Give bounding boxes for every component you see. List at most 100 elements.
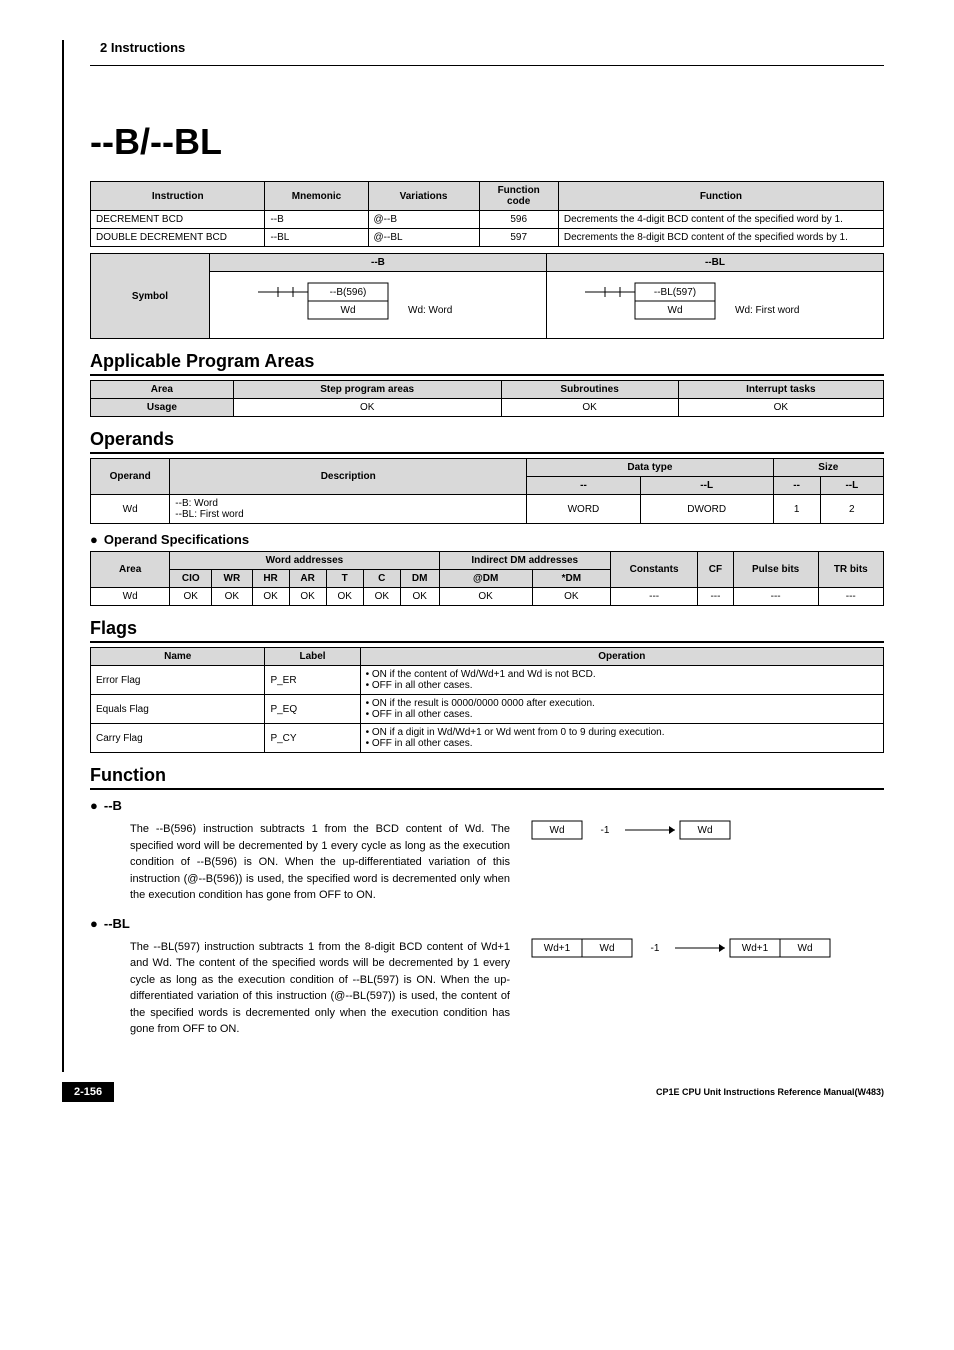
table-row: Equals Flag P_EQ ON if the result is 000… — [91, 695, 884, 724]
main-title: --B/--BL — [90, 121, 884, 163]
flags-cell: Carry Flag — [91, 724, 265, 753]
opspec-cell: OK — [400, 588, 439, 606]
svg-text:--BL(597): --BL(597) — [654, 287, 696, 298]
table-row: Usage OK OK OK — [91, 399, 884, 417]
table-row: DECREMENT BCD --B @--B 596 Decrements th… — [91, 211, 884, 229]
opspec-sub-th: CIO — [170, 570, 212, 588]
applicable-cell: OK — [501, 399, 678, 417]
operands-table: Operand Description Data type Size -- --… — [90, 458, 884, 524]
svg-text:Wd: Wd — [340, 305, 355, 316]
opspec-cell: OK — [326, 588, 363, 606]
opspec-th-pulse: Pulse bits — [733, 552, 818, 588]
operands-sub-th: --L — [820, 477, 883, 495]
operands-cell: WORD — [527, 495, 641, 524]
opspec-cell: OK — [170, 588, 212, 606]
svg-text:Wd: Wd — [798, 943, 813, 954]
applicable-th: Interrupt tasks — [678, 381, 883, 399]
svg-text:Wd: Wd — [550, 825, 565, 836]
flags-cell: P_ER — [265, 666, 360, 695]
operands-th-operand: Operand — [91, 459, 170, 495]
operands-th-datatype: Data type — [527, 459, 773, 477]
operands-cell: Wd — [91, 495, 170, 524]
symbol-bl-cell: --BL(597) Wd Wd: First word — [546, 272, 883, 339]
operands-th-description: Description — [170, 459, 527, 495]
opspec-th-cf: CF — [698, 552, 733, 588]
applicable-cell: OK — [233, 399, 501, 417]
operands-th-size: Size — [773, 459, 883, 477]
instr-cell: @--B — [368, 211, 479, 229]
table-row: DOUBLE DECREMENT BCD --BL @--BL 597 Decr… — [91, 229, 884, 247]
symbol-col-b: --B — [209, 254, 546, 272]
opspec-sub-th: @DM — [439, 570, 532, 588]
symbol-bl-svg: --BL(597) Wd Wd: First word — [575, 280, 855, 330]
flags-cell: Equals Flag — [91, 695, 265, 724]
svg-text:-1: -1 — [651, 943, 660, 954]
svg-text:Wd: Word: Wd: Word — [408, 305, 452, 316]
table-row: Carry Flag P_CY ON if a digit in Wd/Wd+1… — [91, 724, 884, 753]
opspec-cell: --- — [698, 588, 733, 606]
applicable-th-area: Area — [91, 381, 234, 399]
opspec-sub-th: DM — [400, 570, 439, 588]
table-row: Wd OK OK OK OK OK OK OK OK OK --- --- --… — [91, 588, 884, 606]
opspec-th-tr: TR bits — [818, 552, 883, 588]
instr-cell: DECREMENT BCD — [91, 211, 265, 229]
instr-cell: --B — [265, 211, 368, 229]
svg-text:Wd: Wd — [667, 305, 682, 316]
flags-cell: P_CY — [265, 724, 360, 753]
header-line — [90, 65, 884, 66]
func-bl-diagram: Wd+1 Wd -1 Wd+1 Wd — [530, 937, 890, 961]
svg-text:-1: -1 — [601, 825, 610, 836]
header-section: 2 Instructions — [100, 40, 884, 55]
instr-th-code: Function code — [479, 182, 558, 211]
function-title: Function — [90, 765, 884, 790]
flags-th-operation: Operation — [360, 648, 883, 666]
applicable-cell: OK — [678, 399, 883, 417]
opspec-th-word: Word addresses — [170, 552, 439, 570]
func-b-text: The --B(596) instruction subtracts 1 fro… — [130, 821, 510, 904]
flags-title: Flags — [90, 618, 884, 643]
opspec-cell: OK — [289, 588, 326, 606]
opspec-table: Area Word addresses Indirect DM addresse… — [90, 551, 884, 606]
flags-table: Name Label Operation Error Flag P_ER ON … — [90, 647, 884, 753]
opspec-title: Operand Specifications — [90, 532, 884, 547]
instr-cell: 597 — [479, 229, 558, 247]
left-edge-bar — [62, 40, 64, 1072]
opspec-cell: OK — [532, 588, 610, 606]
instr-th-function: Function — [558, 182, 883, 211]
instr-th-instruction: Instruction — [91, 182, 265, 211]
flags-cell-op: ON if the result is 0000/0000 0000 after… — [360, 695, 883, 724]
instr-cell: 596 — [479, 211, 558, 229]
operands-sub-th: --L — [640, 477, 773, 495]
instr-cell: @--BL — [368, 229, 479, 247]
instr-cell: --BL — [265, 229, 368, 247]
opspec-cell: Wd — [91, 588, 170, 606]
operands-cell: DWORD — [640, 495, 773, 524]
applicable-title: Applicable Program Areas — [90, 351, 884, 376]
func-b-diagram: Wd -1 Wd — [530, 819, 780, 843]
symbol-th: Symbol — [91, 254, 210, 339]
opspec-th-indirect: Indirect DM addresses — [439, 552, 610, 570]
opspec-th-constants: Constants — [610, 552, 697, 588]
operands-cell: 1 — [773, 495, 820, 524]
table-row: Wd --B: Word --BL: First word WORD DWORD… — [91, 495, 884, 524]
flags-cell: Error Flag — [91, 666, 265, 695]
symbol-table: Symbol --B --BL --B(596) Wd Wd: Word — [90, 253, 884, 339]
opspec-cell: --- — [818, 588, 883, 606]
operands-cell: 2 — [820, 495, 883, 524]
operands-sub-th: -- — [773, 477, 820, 495]
func-b-title: --B — [90, 798, 884, 813]
applicable-th: Subroutines — [501, 381, 678, 399]
svg-text:Wd: First word: Wd: First word — [735, 305, 799, 316]
flags-th-name: Name — [91, 648, 265, 666]
opspec-sub-th: T — [326, 570, 363, 588]
func-bl-text: The --BL(597) instruction subtracts 1 fr… — [130, 939, 510, 1038]
operands-cell: --B: Word --BL: First word — [170, 495, 527, 524]
operands-title: Operands — [90, 429, 884, 454]
opspec-cell: OK — [212, 588, 252, 606]
svg-text:Wd: Wd — [698, 825, 713, 836]
symbol-b-cell: --B(596) Wd Wd: Word — [209, 272, 546, 339]
instr-cell: Decrements the 4-digit BCD content of th… — [558, 211, 883, 229]
svg-text:Wd+1: Wd+1 — [742, 943, 769, 954]
instr-cell: DOUBLE DECREMENT BCD — [91, 229, 265, 247]
opspec-sub-th: C — [363, 570, 400, 588]
